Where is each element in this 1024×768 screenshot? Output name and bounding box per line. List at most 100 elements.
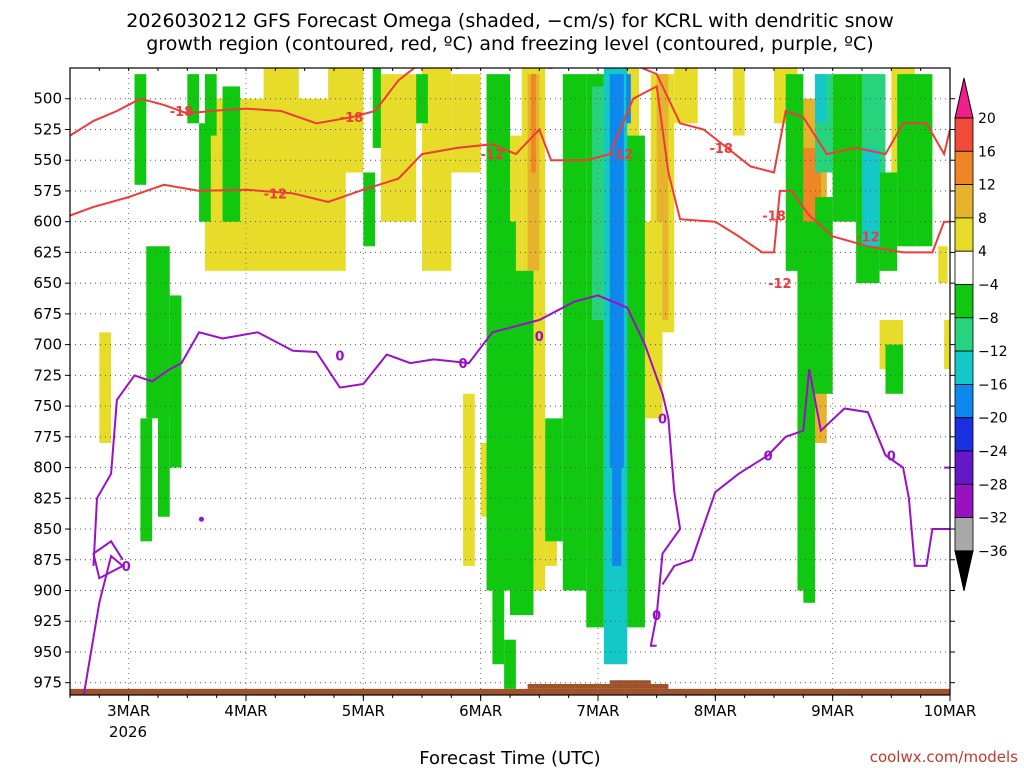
omega-cell [204, 74, 217, 136]
y-tick-label: 900 [33, 582, 62, 600]
omega-cell [158, 344, 170, 517]
x-axis: 3MAR 4MAR 5MAR 6MAR 7MAR 8MAR 9MAR 10MAR [69, 68, 977, 720]
y-tick-label: 525 [33, 120, 62, 138]
x-tick-label: 9MAR [811, 702, 854, 720]
freezing-contour-dot [198, 516, 204, 522]
colorbar-swatch [954, 250, 974, 285]
colorbar-swatch [954, 350, 974, 385]
omega-cell [832, 74, 857, 222]
y-tick-label: 625 [33, 243, 62, 261]
omega-cell [674, 68, 698, 124]
colorbar-swatch [954, 217, 974, 252]
omega-cell [732, 68, 745, 136]
y-tick-label: 975 [33, 674, 62, 692]
colorbar-swatch [954, 517, 974, 552]
omega-cell [187, 74, 200, 124]
contour-label: -12 [610, 148, 634, 163]
omega-cell [363, 172, 376, 247]
y-tick-label: 925 [33, 612, 62, 630]
omega-cell [897, 74, 915, 247]
y-tick-label: 700 [33, 336, 62, 354]
contour-label: -18 [762, 210, 786, 225]
contour-label: 0 [652, 609, 661, 624]
omega-cell [199, 123, 211, 222]
contour-label: 0 [335, 350, 344, 365]
x-tick-label: 10MAR [924, 702, 977, 720]
dgz-contour-line [70, 84, 950, 254]
contour-label: 0 [122, 560, 131, 575]
grid-lines [70, 68, 950, 695]
omega-cell [504, 221, 516, 419]
freezing-contour-line [92, 294, 682, 647]
contour-label: -12 [264, 187, 288, 202]
contour-label: -12 [856, 230, 880, 245]
omega-cell [609, 74, 624, 468]
omega-cell [785, 74, 804, 271]
omega-cell [914, 74, 933, 247]
y-tick-label: 800 [33, 459, 62, 477]
omega-cell [562, 74, 587, 591]
colorbar-swatch [954, 184, 974, 219]
y-tick-label: 725 [33, 366, 62, 384]
colorbar-bottom-arrow [954, 550, 974, 592]
y-tick-label: 650 [33, 274, 62, 292]
omega-cell [531, 74, 536, 173]
colorbar: 20 16 12 8 4 −4 −8 −12 −16 −20 −24 −28 −32 −36 [954, 77, 1008, 592]
colorbar-tick-label: −8 [978, 311, 999, 327]
y-tick-label: 775 [33, 428, 62, 446]
credit-text: coolwx.com/models [870, 748, 1018, 766]
chart-title-line-2: growth region (contoured, red, ºC) and f… [146, 33, 873, 55]
colorbar-swatch [954, 150, 974, 186]
colorbar-swatch [954, 284, 974, 319]
colorbar-swatch [954, 317, 974, 352]
x-axis-year: 2026 [109, 723, 147, 741]
omega-cell [656, 74, 669, 321]
colorbar-swatch [954, 383, 974, 419]
omega-cell [492, 565, 505, 665]
omega-cell [621, 135, 645, 628]
y-tick-label: 500 [33, 90, 62, 108]
colorbar-tick-label: −36 [978, 544, 1008, 560]
y-tick-label: 850 [33, 520, 62, 538]
omega-cell [99, 332, 112, 443]
x-tick-label: 4MAR [224, 702, 267, 720]
omega-cell [815, 197, 833, 394]
colorbar-tick-label: 12 [978, 178, 996, 194]
omega-cell [222, 86, 241, 222]
x-tick-label: 7MAR [576, 702, 619, 720]
contour-label: -12 [481, 148, 505, 163]
colorbar-swatch [954, 117, 974, 152]
omega-cell [879, 172, 898, 271]
colorbar-tick-label: −4 [978, 278, 999, 294]
colorbar-tick-label: −32 [978, 511, 1008, 527]
y-tick-label: 875 [33, 551, 62, 569]
omega-cell [626, 74, 631, 124]
colorbar-tick-label: −24 [978, 444, 1008, 460]
contour-label: -18 [170, 105, 194, 120]
omega-cell [263, 68, 299, 136]
chart-title-line-1: 2026030212 GFS Forecast Omega (shaded, −… [126, 10, 893, 32]
colorbar-swatch [954, 417, 974, 452]
dgz-contour-line [70, 68, 416, 137]
x-tick-label: 5MAR [342, 702, 385, 720]
omega-cell [938, 246, 948, 284]
contour-label: 0 [535, 330, 544, 345]
omega-cell [510, 135, 522, 321]
colorbar-tick-label: −12 [978, 344, 1008, 360]
omega-cell [416, 74, 428, 124]
colorbar-top-arrow [954, 77, 974, 119]
y-tick-label: 675 [33, 305, 62, 323]
contour-label: 0 [764, 449, 773, 464]
y-tick-label: 750 [33, 397, 62, 415]
colorbar-tick-label: −20 [978, 411, 1008, 427]
omega-cell [612, 418, 622, 566]
colorbar-tick-label: 16 [978, 144, 996, 160]
omega-cell [944, 320, 950, 370]
omega-cell [504, 639, 516, 689]
omega-cell [451, 74, 481, 173]
x-tick-label: 6MAR [459, 702, 502, 720]
contour-label: 0 [658, 412, 667, 427]
omega-cell [372, 68, 381, 148]
terrain-band [527, 683, 669, 689]
